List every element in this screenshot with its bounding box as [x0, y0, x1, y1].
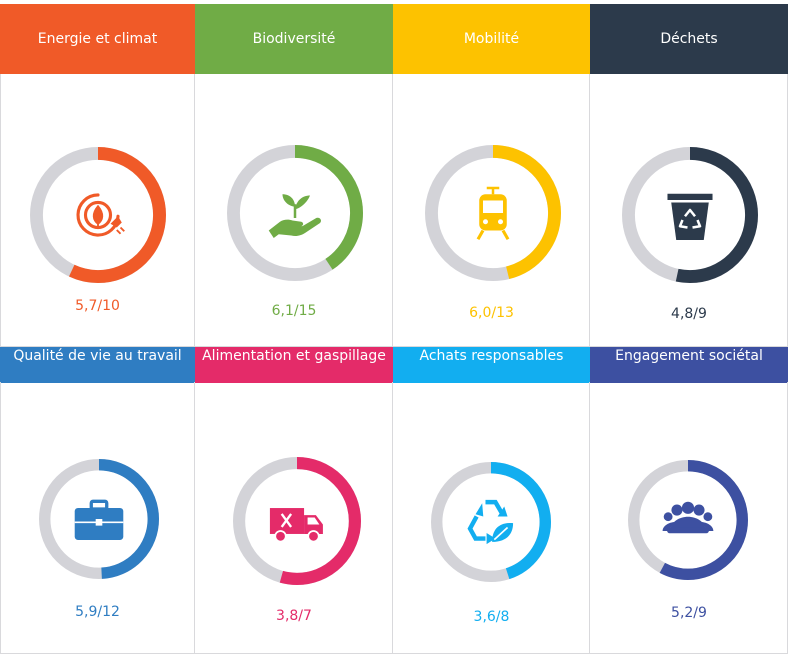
- category-body: [0, 74, 195, 347]
- category-header: Biodiversité: [195, 4, 393, 74]
- score-ring-progress: [233, 457, 361, 585]
- score-value: 3,6/8: [473, 609, 510, 625]
- category-body: [0, 382, 195, 654]
- score-ring-progress: [622, 147, 758, 283]
- category-header: Alimentation et gaspillage: [195, 347, 393, 383]
- category-card-alimentation[interactable]: Alimentation et gaspillage 3,8/7: [195, 347, 393, 654]
- category-header: Mobilité: [393, 4, 590, 74]
- category-card-mobilite[interactable]: Mobilité 6,0/13: [393, 4, 590, 347]
- category-title: Achats responsables: [419, 348, 564, 364]
- score-value: 4,8/9: [671, 306, 707, 322]
- score-ring-progress: [30, 147, 166, 283]
- category-card-biodiversite[interactable]: Biodiversité 6,1/15: [195, 4, 393, 347]
- category-header: Achats responsables: [393, 347, 590, 383]
- score-value: 6,1/15: [271, 303, 317, 319]
- score-value: 6,0/13: [469, 305, 514, 321]
- category-header: Qualité de vie au travail: [0, 347, 195, 383]
- recycle-bin-icon: [666, 192, 714, 242]
- category-card-qualite[interactable]: Qualité de vie au travail 5,9/12: [0, 347, 195, 654]
- category-header: Déchets: [590, 4, 788, 74]
- category-card-energie[interactable]: Energie et climat 5,7/10: [0, 4, 195, 347]
- score-value: 5,7/10: [75, 298, 120, 314]
- score-ring: [39, 459, 159, 579]
- category-card-dechets[interactable]: Déchets 4,8/9: [590, 4, 788, 347]
- briefcase-icon: [73, 499, 125, 542]
- score-ring-progress: [425, 145, 561, 281]
- tram-icon: [476, 186, 510, 241]
- category-title: Mobilité: [463, 31, 520, 47]
- category-header: Engagement sociétal: [590, 347, 788, 383]
- food-truck-icon: [268, 506, 325, 543]
- score-ring: [30, 147, 166, 283]
- category-title: Qualité de vie au travail: [13, 348, 182, 364]
- score-ring: [622, 147, 758, 283]
- category-title: Alimentation et gaspillage: [202, 348, 386, 364]
- score-ring-progress: [431, 462, 551, 582]
- score-ring-progress: [227, 145, 363, 281]
- category-body: [195, 382, 393, 654]
- category-title: Engagement sociétal: [615, 348, 763, 364]
- category-body: [393, 74, 590, 347]
- recycle-leaf-icon: [470, 502, 513, 544]
- category-title: Biodiversité: [252, 31, 336, 47]
- score-ring: [227, 145, 363, 281]
- category-body: [393, 382, 590, 654]
- score-ring-progress: [628, 460, 748, 580]
- score-ring: [233, 457, 361, 585]
- category-title: Energie et climat: [37, 31, 158, 47]
- score-ring: [431, 462, 551, 582]
- score-value: 3,8/7: [276, 608, 312, 624]
- hand-plant-icon: [267, 192, 323, 240]
- group-people-icon: [662, 501, 714, 534]
- score-ring-progress: [39, 459, 159, 579]
- category-title: Déchets: [660, 31, 718, 47]
- category-header: Energie et climat: [0, 4, 195, 74]
- score-ring: [425, 145, 561, 281]
- category-card-engagement[interactable]: Engagement sociétal 5,2/9: [590, 347, 788, 654]
- category-card-achats[interactable]: Achats responsables 3,6/8: [393, 347, 590, 654]
- category-body: [195, 74, 393, 347]
- eco-energy-plug-icon: [76, 193, 126, 237]
- score-value: 5,9/12: [75, 604, 120, 620]
- score-value: 5,2/9: [671, 605, 707, 621]
- score-ring: [628, 460, 748, 580]
